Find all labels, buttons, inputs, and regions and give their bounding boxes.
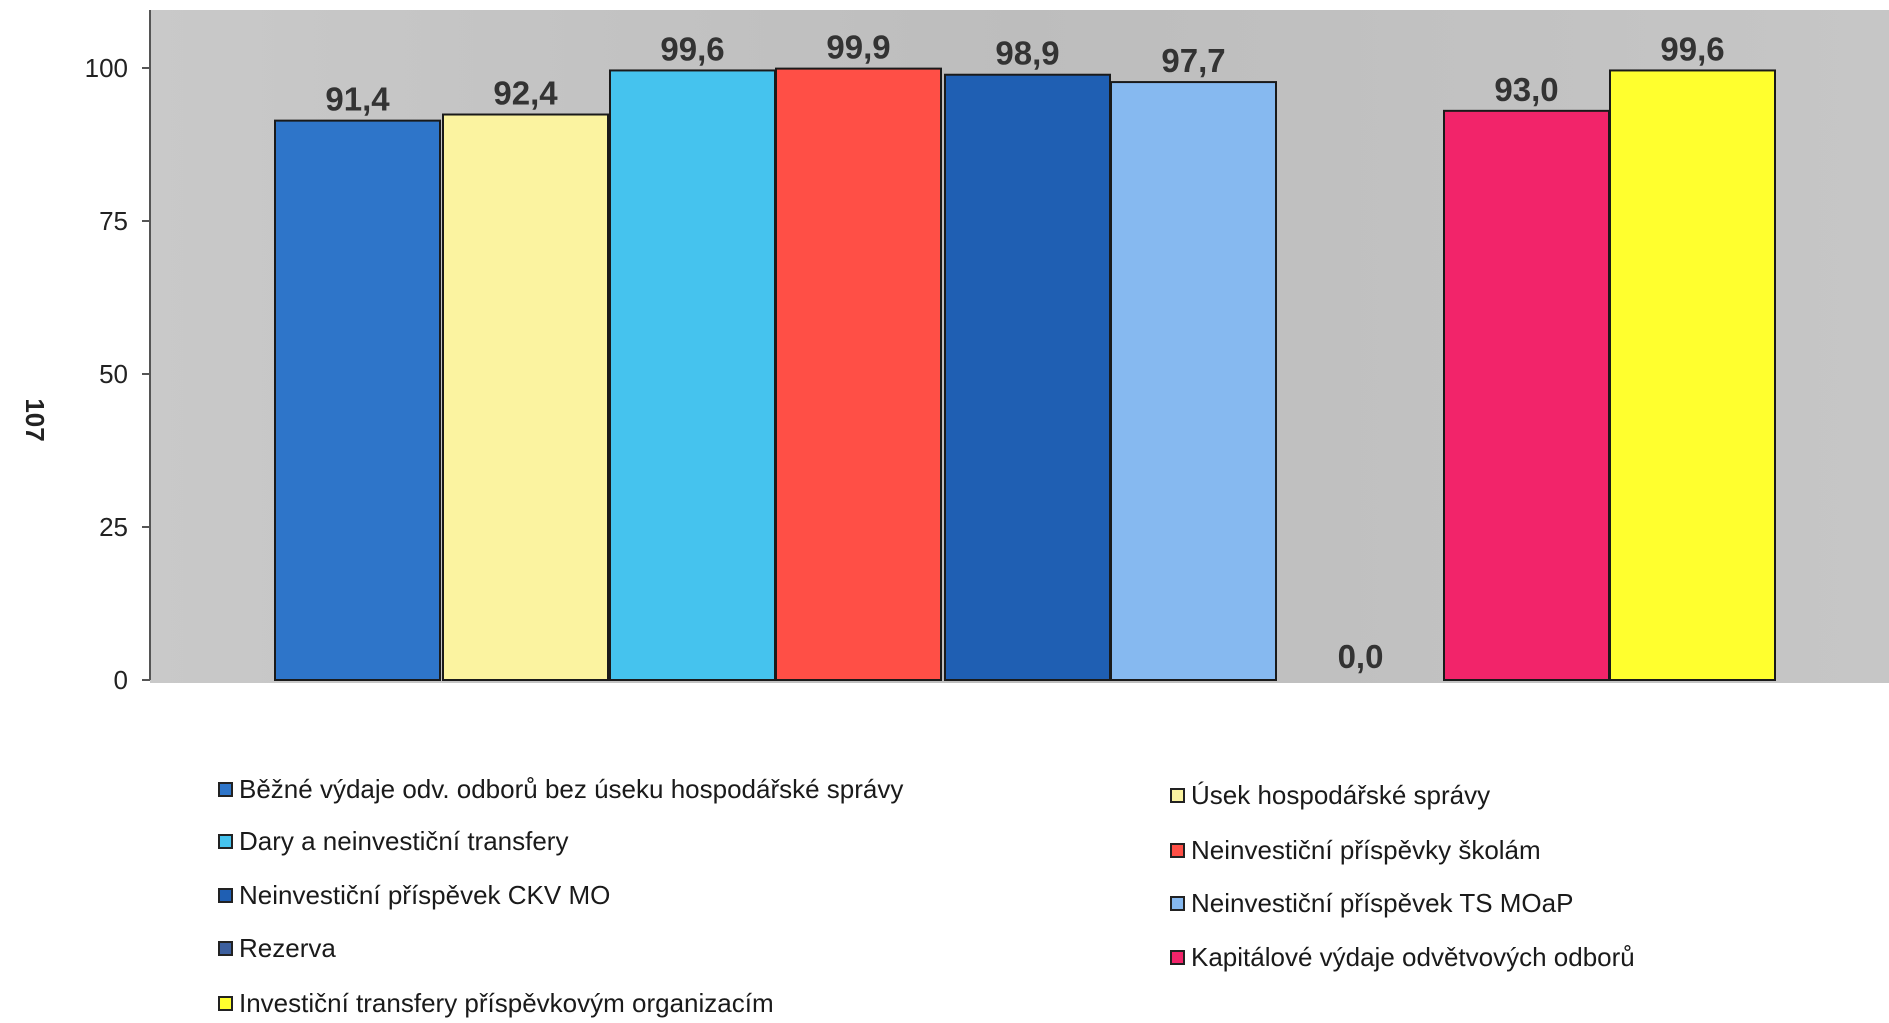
- legend-swatch: [1170, 950, 1185, 965]
- y-tick-label: 25: [99, 512, 128, 542]
- y-tick-label: 50: [99, 359, 128, 389]
- bar-value-label: 97,7: [1161, 42, 1225, 79]
- legend-label: Dary a neinvestiční transfery: [239, 826, 569, 856]
- legend-item: Neinvestiční příspěvek CKV MO: [218, 880, 610, 911]
- bar: [1443, 109, 1610, 681]
- legend-swatch: [218, 996, 233, 1011]
- y-tick-label: 0: [114, 665, 128, 695]
- bar-value-label: 99,6: [660, 30, 724, 67]
- legend-label: Úsek hospodářské správy: [1191, 780, 1491, 810]
- legend-item: Kapitálové výdaje odvětvových odborů: [1170, 942, 1635, 973]
- legend-item: Úsek hospodářské správy: [1170, 780, 1490, 811]
- legend-label: Kapitálové výdaje odvětvových odborů: [1191, 942, 1635, 972]
- bar-value-label: 98,9: [995, 35, 1059, 72]
- bar: [609, 69, 776, 681]
- bar-value-label: 92,4: [493, 75, 558, 112]
- data-labels: 91,4 92,4 99,6 99,9 98,9 97,7 0,0 93,0 99,6: [325, 29, 1724, 675]
- legend-label: Běžné výdaje odv. odborů bez úseku hospo…: [239, 774, 904, 804]
- legend-label: Investiční transfery příspěvkovým organi…: [239, 988, 774, 1018]
- legend-label: Neinvestiční příspěvky školám: [1191, 835, 1541, 865]
- bar: [442, 113, 609, 681]
- bar-value-label: 0,0: [1338, 638, 1384, 675]
- legend-item: Investiční transfery příspěvkovým organi…: [218, 988, 774, 1019]
- legend-swatch: [218, 888, 233, 903]
- bar: [1609, 69, 1776, 681]
- bar-value-label: 93,0: [1494, 71, 1558, 108]
- bar: [944, 73, 1111, 682]
- legend-item: Neinvestiční příspěvky školám: [1170, 835, 1541, 866]
- legend-label: Neinvestiční příspěvek CKV MO: [239, 880, 611, 910]
- bar: [1110, 81, 1277, 682]
- legend-item: Neinvestiční příspěvek TS MOaP: [1170, 888, 1573, 919]
- bars: [274, 67, 1776, 682]
- bar-value-label: 99,9: [826, 29, 890, 66]
- bar-value-label: 99,6: [1660, 30, 1724, 67]
- legend-item: Běžné výdaje odv. odborů bez úseku hospo…: [218, 774, 903, 805]
- bar: [274, 119, 441, 681]
- y-tick-label: 100: [85, 53, 128, 83]
- legend-label: Neinvestiční příspěvek TS MOaP: [1191, 888, 1574, 918]
- legend-swatch: [218, 941, 233, 956]
- bar: [775, 67, 942, 681]
- legend-label: Rezerva: [239, 933, 336, 963]
- side-text: 107: [20, 398, 50, 441]
- legend-swatch: [1170, 843, 1185, 858]
- bar-value-label: 91,4: [325, 81, 390, 118]
- legend-swatch: [218, 782, 233, 797]
- legend-swatch: [1170, 788, 1185, 803]
- y-tick-label: 75: [99, 206, 128, 236]
- legend-item: Rezerva: [218, 933, 336, 964]
- legend-item: Dary a neinvestiční transfery: [218, 826, 568, 857]
- legend-swatch: [218, 834, 233, 849]
- legend-swatch: [1170, 896, 1185, 911]
- y-axis: 0 25 50 75 100: [85, 10, 151, 695]
